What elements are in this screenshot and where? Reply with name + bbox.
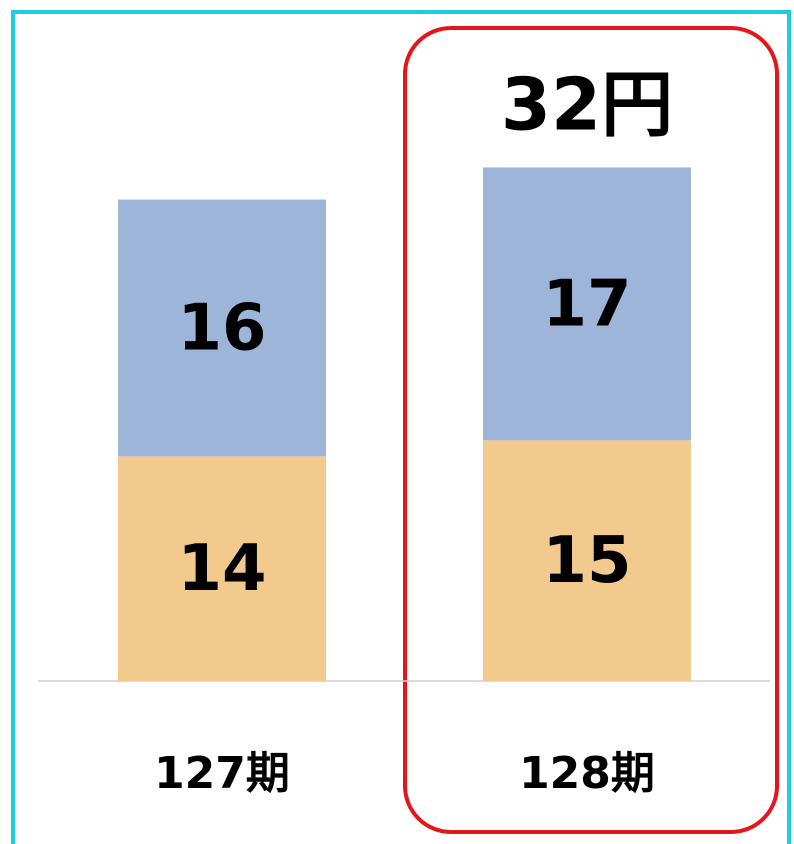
frame [11,10,791,844]
value-label: 17 [542,267,631,341]
bar-segment [118,199,326,457]
bar-segment [118,456,326,681]
x-tick-label: 127期 [154,748,290,799]
x-tick-label: 128期 [519,748,655,799]
bar-segment [483,167,691,441]
bar-segment [483,440,691,681]
value-label: 15 [542,524,631,598]
value-label: 16 [177,292,266,366]
annotation: 32円 [501,63,673,147]
value-label: 14 [177,532,266,606]
highlight-box [403,26,779,834]
